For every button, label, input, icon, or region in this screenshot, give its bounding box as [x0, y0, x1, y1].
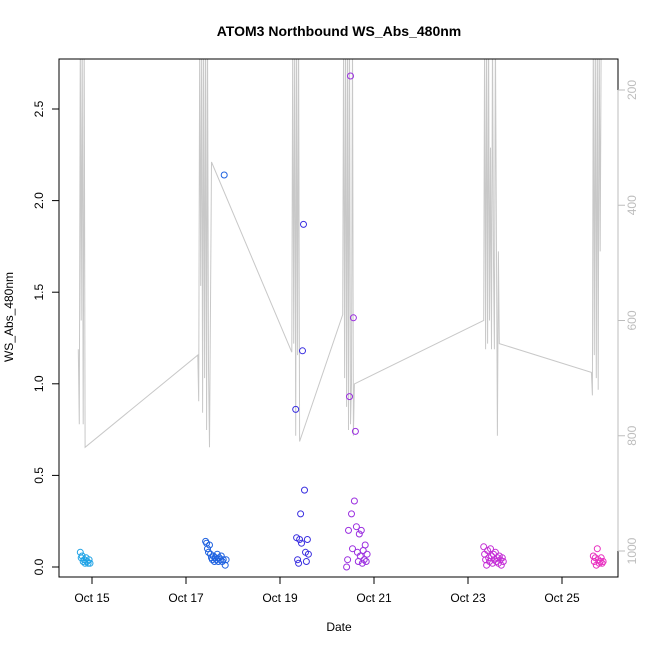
x-tick-label: Oct 25	[544, 591, 580, 605]
y2-tick-label: 600	[625, 310, 639, 330]
data-point	[487, 545, 494, 553]
series-6	[589, 545, 607, 569]
data-point	[360, 556, 368, 564]
x-tick-label: Oct 21	[356, 591, 392, 605]
y-tick-label: 2.0	[32, 192, 46, 209]
data-point	[86, 559, 94, 567]
data-point	[204, 545, 211, 553]
data-point	[348, 510, 355, 518]
x-tick-label: Oct 17	[168, 591, 204, 605]
secondary-y-axis: 200 400 600 800 1000	[617, 80, 639, 564]
data-point	[214, 558, 222, 565]
data-point	[362, 558, 370, 565]
secondary-series-line	[77, 59, 602, 449]
y-tick-label: 0.0	[32, 558, 46, 575]
data-point	[350, 497, 358, 505]
data-point	[300, 220, 307, 228]
data-point	[84, 559, 92, 567]
x-tick-label: Oct 23	[450, 591, 486, 605]
y2-tick-label: 800	[625, 425, 639, 445]
y2-tick-label: 1000	[625, 537, 639, 564]
data-point	[302, 558, 310, 565]
series-1	[76, 548, 94, 567]
data-point	[344, 556, 352, 564]
data-point	[596, 558, 604, 565]
data-point	[298, 539, 305, 547]
data-point	[220, 171, 228, 179]
data-point	[294, 556, 302, 564]
data-point	[351, 427, 359, 435]
data-point	[213, 550, 221, 558]
data-point	[480, 543, 488, 551]
data-point	[352, 523, 360, 531]
data-point	[497, 561, 505, 569]
data-point	[292, 405, 300, 413]
x-axis: Oct 15 Oct 17 Oct 19 Oct 21 Oct 23 Oct 25	[74, 576, 580, 605]
data-point	[357, 526, 365, 534]
data-point	[498, 554, 506, 562]
data-point	[349, 314, 357, 322]
y-tick-label: 1.5	[32, 284, 46, 301]
data-point	[345, 526, 352, 534]
x-tick-label: Oct 15	[74, 591, 110, 605]
data-point	[301, 486, 308, 494]
data-point	[347, 72, 354, 80]
data-point	[304, 550, 312, 558]
y-axis: 0.0 0.5 1.0 1.5 2.0 2.5	[32, 100, 60, 575]
data-point	[499, 558, 507, 565]
data-point	[593, 545, 601, 553]
data-point	[205, 548, 212, 556]
y-tick-label: 2.5	[32, 100, 46, 117]
data-point	[356, 552, 364, 560]
data-point	[303, 536, 311, 543]
plot-frame	[58, 58, 619, 578]
chart-title: ATOM3 Northbound WS_Abs_480nm	[217, 23, 462, 39]
data-point	[363, 550, 371, 558]
data-point	[296, 536, 304, 543]
data-point	[358, 559, 366, 567]
data-point	[349, 545, 356, 553]
series-3	[292, 220, 312, 567]
y-tick-label: 0.5	[32, 467, 46, 484]
data-point	[295, 559, 303, 567]
data-point	[222, 556, 230, 564]
data-point	[361, 541, 369, 549]
data-point	[346, 393, 353, 401]
series-4	[343, 72, 371, 571]
data-point	[355, 530, 363, 538]
secondary-line-layer	[77, 59, 602, 449]
data-point	[297, 510, 305, 518]
data-point	[76, 548, 84, 556]
series-5	[480, 543, 507, 569]
series-2	[202, 171, 230, 569]
data-point	[299, 347, 306, 355]
y2-tick-label: 200	[625, 80, 639, 100]
x-axis-label: Date	[326, 620, 352, 634]
data-point	[85, 556, 93, 564]
y2-tick-label: 400	[625, 195, 639, 215]
data-point	[343, 563, 351, 571]
data-point	[599, 558, 607, 565]
y-axis-label: WS_Abs_480nm	[2, 272, 16, 362]
data-point	[492, 558, 500, 565]
y-tick-label: 1.0	[32, 375, 46, 392]
data-point	[206, 541, 213, 549]
points-layer	[76, 72, 607, 571]
x-tick-label: Oct 19	[262, 591, 298, 605]
